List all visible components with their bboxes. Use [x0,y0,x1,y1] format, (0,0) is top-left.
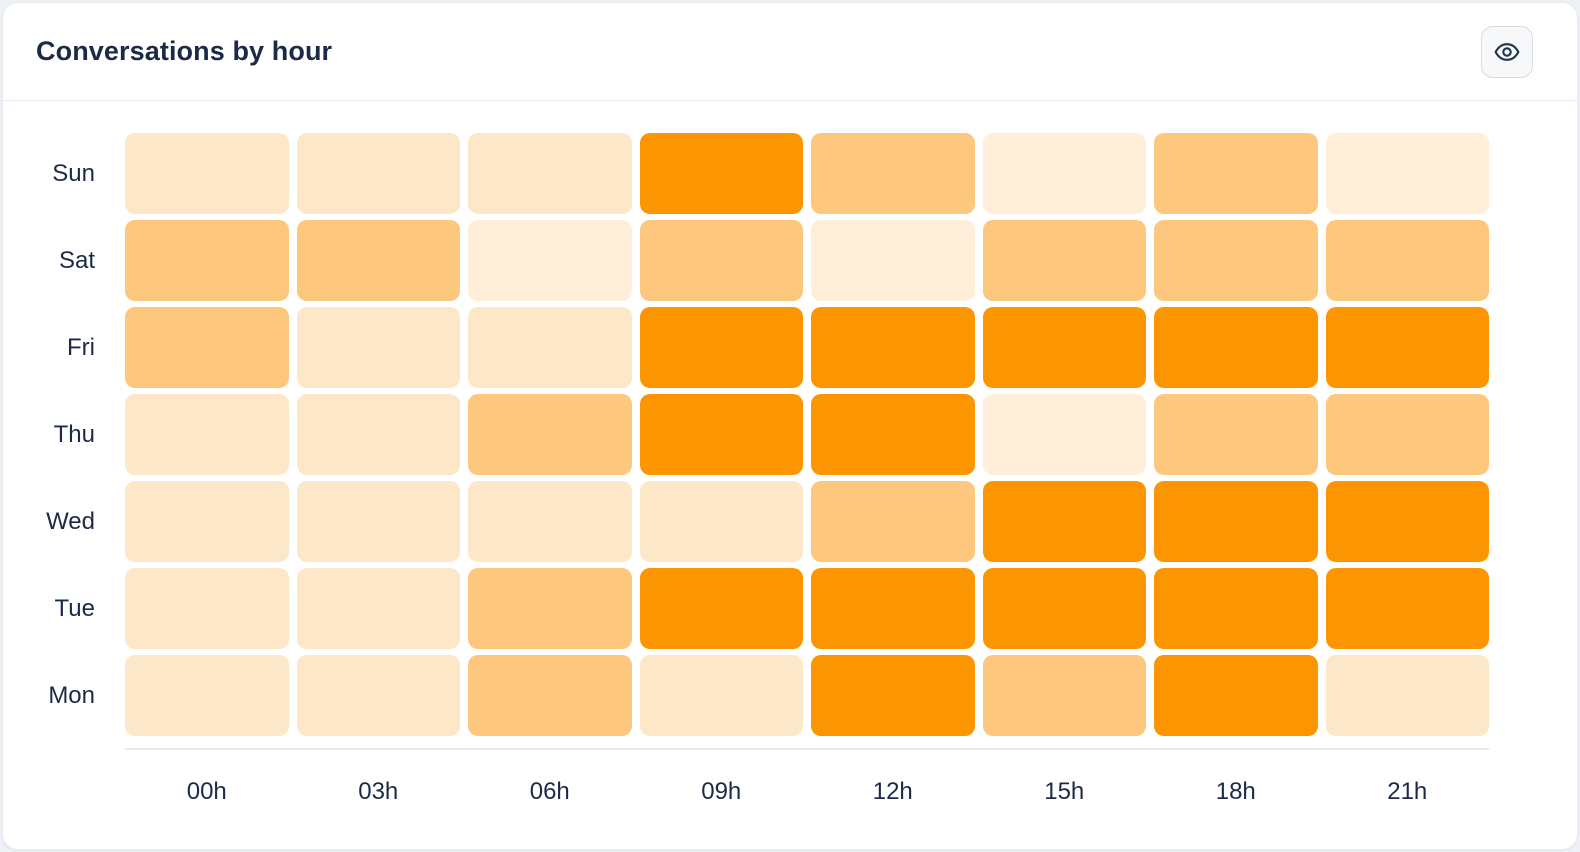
heatmap-cell-mon-12h[interactable] [811,655,975,736]
card-header: Conversations by hour [3,3,1577,101]
y-tick-thu: Thu [53,420,95,448]
y-tick-fri: Fri [67,333,95,361]
heatmap-cell-wed-03h[interactable] [296,481,460,562]
heatmap-cell-thu-18h[interactable] [1154,394,1318,475]
heatmap-cell-mon-21h[interactable] [1325,655,1489,736]
y-tick-wed: Wed [46,507,95,535]
heatmap-cell-thu-21h[interactable] [1325,394,1489,475]
heatmap-cell-sun-15h[interactable] [982,133,1146,214]
eye-icon [1494,39,1520,65]
visibility-toggle-button[interactable] [1481,25,1533,78]
heatmap-cell-tue-09h[interactable] [639,568,803,649]
heatmap-cell-sun-21h[interactable] [1325,133,1489,214]
heatmap-cell-tue-03h[interactable] [296,568,460,649]
heatmap-cell-mon-00h[interactable] [125,655,289,736]
heatmap-cell-fri-06h[interactable] [468,307,632,388]
x-tick-03h: 03h [358,778,399,805]
heatmap-cell-thu-03h[interactable] [296,394,460,475]
heatmap-cell-mon-15h[interactable] [982,655,1146,736]
heatmap-cell-thu-15h[interactable] [982,394,1146,475]
heatmap-cell-mon-18h[interactable] [1154,655,1318,736]
heatmap-cell-fri-21h[interactable] [1325,307,1489,388]
heatmap-cell-thu-09h[interactable] [639,394,803,475]
x-tick-12h: 12h [872,778,913,805]
heatmap-cell-fri-12h[interactable] [811,307,975,388]
heatmap-cell-wed-00h[interactable] [125,481,289,562]
x-tick-06h: 06h [529,778,570,805]
heatmap-cell-sun-03h[interactable] [296,133,460,214]
heatmap-cell-sat-03h[interactable] [296,220,460,301]
heatmap-cell-wed-09h[interactable] [639,481,803,562]
heatmap-cell-sat-09h[interactable] [639,220,803,301]
heatmap-cell-fri-18h[interactable] [1154,307,1318,388]
heatmap-cell-fri-03h[interactable] [296,307,460,388]
heatmap-cell-wed-12h[interactable] [811,481,975,562]
heatmap-cell-tue-21h[interactable] [1325,568,1489,649]
heatmap-cell-sat-15h[interactable] [982,220,1146,301]
x-tick-18h: 18h [1215,778,1256,805]
heatmap-cell-mon-06h[interactable] [468,655,632,736]
heatmap-cell-fri-09h[interactable] [639,307,803,388]
heatmap-cell-tue-06h[interactable] [468,568,632,649]
y-tick-sun: Sun [52,159,95,187]
heatmap-grid: Sun Sat Fri Thu Wed Tue Mon [33,133,1489,736]
heatmap-cell-tue-18h[interactable] [1154,568,1318,649]
x-tick-09h: 09h [701,778,742,805]
heatmap-cell-sat-06h[interactable] [468,220,632,301]
heatmap-cell-sun-12h[interactable] [811,133,975,214]
heatmap-cell-thu-06h[interactable] [468,394,632,475]
x-tick-00h: 00h [186,778,227,805]
heatmap-cell-wed-21h[interactable] [1325,481,1489,562]
heatmap-cell-sun-09h[interactable] [639,133,803,214]
heatmap-cell-tue-12h[interactable] [811,568,975,649]
heatmap-cell-mon-09h[interactable] [639,655,803,736]
y-tick-sat: Sat [58,246,95,274]
page-title: Conversations by hour [36,36,333,66]
heatmap-cell-wed-06h[interactable] [468,481,632,562]
heatmap-cell-fri-15h[interactable] [982,307,1146,388]
heatmap-chart: Sun Sat Fri Thu Wed Tue Mon 00h 03h 06h 09h 12h 15h… [3,101,1577,849]
heatmap-cell-sat-00h[interactable] [125,220,289,301]
heatmap-cell-sun-06h[interactable] [468,133,632,214]
heatmap-cell-sat-18h[interactable] [1154,220,1318,301]
x-tick-21h: 21h [1387,778,1428,805]
x-axis-line [125,748,1489,750]
y-tick-mon: Mon [48,681,95,709]
heatmap-cell-mon-03h[interactable] [296,655,460,736]
heatmap-cell-sun-00h[interactable] [125,133,289,214]
x-tick-15h: 15h [1044,778,1085,805]
x-axis-spacer [33,778,117,806]
heatmap-cell-tue-15h[interactable] [982,568,1146,649]
heatmap-cell-tue-00h[interactable] [125,568,289,649]
heatmap-cell-fri-00h[interactable] [125,307,289,388]
heatmap-cell-wed-18h[interactable] [1154,481,1318,562]
heatmap-cell-sun-18h[interactable] [1154,133,1318,214]
heatmap-cell-sat-21h[interactable] [1325,220,1489,301]
heatmap-cell-wed-15h[interactable] [982,481,1146,562]
heatmap-cell-thu-00h[interactable] [125,394,289,475]
heatmap-cell-thu-12h[interactable] [811,394,975,475]
heatmap-cell-sat-12h[interactable] [811,220,975,301]
x-axis-labels: 00h 03h 06h 09h 12h 15h 18h 21h [33,778,1489,806]
y-tick-tue: Tue [54,594,95,622]
